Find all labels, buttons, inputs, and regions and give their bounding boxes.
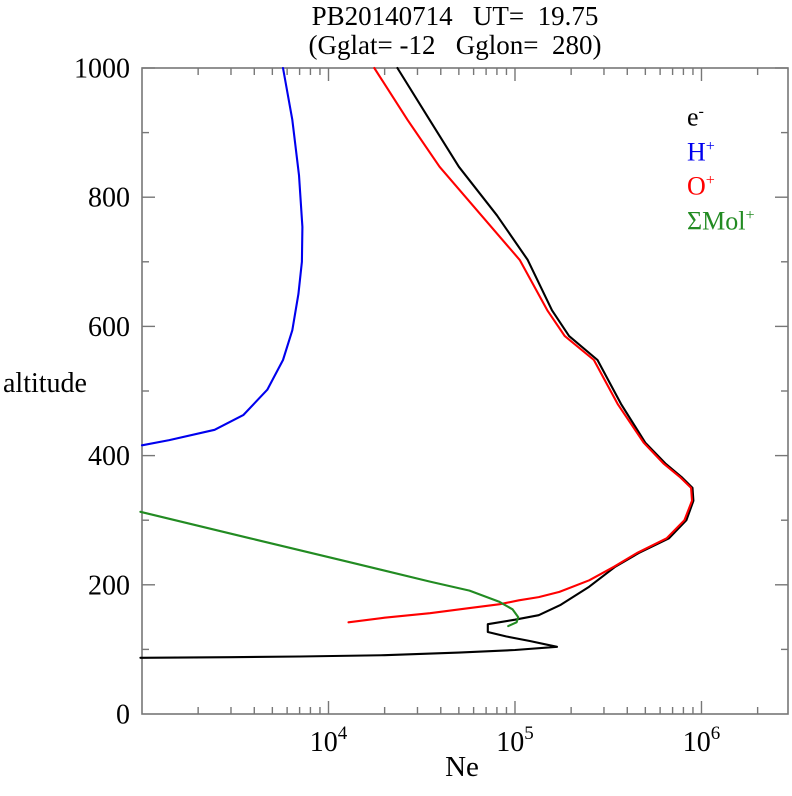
x-tick-label: 105: [496, 723, 534, 758]
curve-O+: [347, 66, 694, 624]
y-tick-label: 400: [88, 441, 130, 472]
curve-Mol+: [139, 510, 520, 628]
x-axis-label: Ne: [445, 751, 479, 783]
curve-H+: [140, 66, 304, 447]
x-tick-label: 106: [683, 723, 721, 758]
y-tick-label: 600: [88, 312, 130, 343]
chart-title: PB20140714 UT= 19.75: [311, 1, 599, 31]
y-tick-label: 800: [88, 183, 130, 214]
y-tick-label: 0: [116, 700, 130, 731]
chart-subtitle: (Gglat= -12 Gglon= 280): [308, 30, 602, 60]
legend-item-O: O+: [687, 171, 715, 201]
y-tick-label: 1000: [74, 54, 130, 85]
y-tick-label: 200: [88, 570, 130, 601]
legend-item-ΣMol: ΣMol+: [687, 206, 755, 236]
legend-item-H: H+: [687, 137, 715, 167]
legend: e- H+ O+ ΣMol+: [687, 97, 755, 236]
y-axis-label: altitude: [3, 368, 87, 399]
x-tick-label: 104: [310, 723, 348, 758]
legend-item-e: e-: [687, 102, 704, 132]
